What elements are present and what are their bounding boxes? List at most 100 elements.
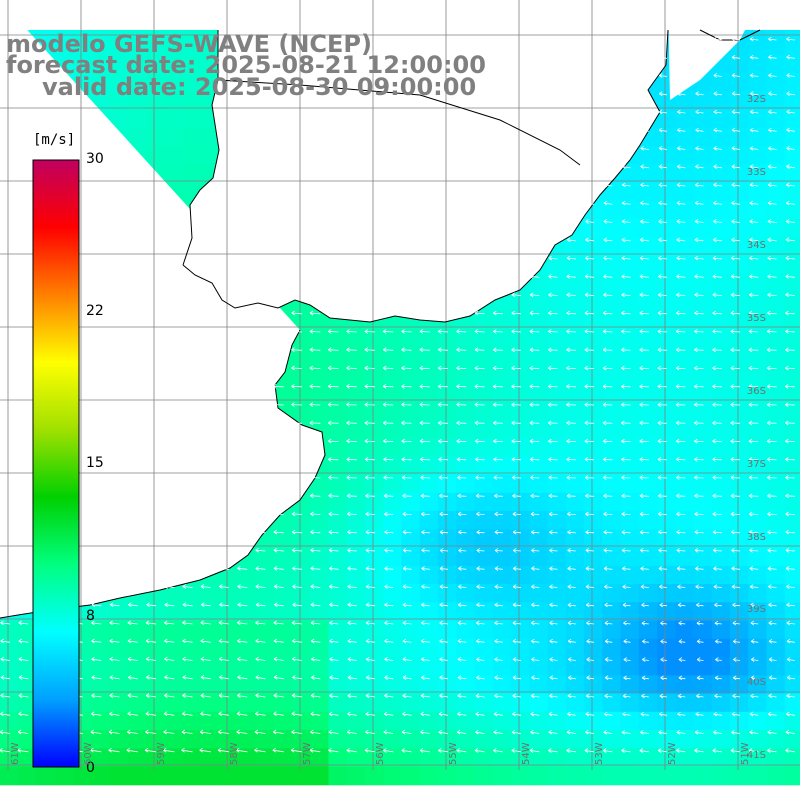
wind-vector bbox=[694, 475, 704, 480]
wind-vector bbox=[642, 639, 649, 644]
wind-vector bbox=[785, 365, 795, 371]
wind-vector bbox=[493, 420, 503, 426]
wind-vector bbox=[748, 420, 759, 426]
coastline-east bbox=[699, 29, 761, 41]
wind-vector bbox=[584, 420, 595, 426]
lat-label: 35S bbox=[746, 313, 766, 324]
wind-vector bbox=[310, 602, 321, 608]
wind-vector bbox=[529, 384, 540, 389]
wind-vector bbox=[786, 584, 795, 589]
wind-vector bbox=[732, 693, 741, 699]
wind-vector bbox=[475, 711, 485, 717]
wind-vector bbox=[566, 384, 576, 389]
wind-vector bbox=[621, 292, 631, 298]
wind-vector bbox=[786, 73, 795, 78]
wind-vector bbox=[18, 675, 29, 680]
wind-vector bbox=[657, 329, 668, 334]
wind-vector bbox=[493, 711, 503, 717]
wind-vector bbox=[602, 438, 613, 444]
wind-vector bbox=[475, 693, 485, 699]
wind-vector bbox=[511, 365, 522, 371]
wind-vector bbox=[346, 438, 357, 444]
wind-vector bbox=[677, 109, 686, 115]
wind-vector bbox=[768, 54, 777, 60]
wind-vector bbox=[639, 237, 649, 243]
wind-vector bbox=[639, 255, 649, 261]
wind-vector bbox=[273, 711, 284, 717]
wind-vector bbox=[658, 127, 668, 133]
wind-vector bbox=[786, 164, 795, 169]
wind-vector bbox=[602, 748, 613, 753]
wind-vector bbox=[749, 547, 759, 553]
wind-vector bbox=[347, 584, 357, 589]
wind-vector bbox=[347, 656, 357, 662]
wind-vector bbox=[786, 675, 795, 680]
wind-vector bbox=[439, 693, 449, 699]
wind-vector bbox=[511, 347, 522, 353]
wind-vector bbox=[712, 292, 722, 298]
wind-vector bbox=[273, 310, 284, 316]
wind-vector bbox=[237, 656, 248, 662]
wind-vector bbox=[128, 602, 138, 608]
wind-vector bbox=[401, 365, 412, 371]
wind-vector bbox=[365, 511, 376, 517]
wind-vector bbox=[291, 511, 303, 517]
wind-vector bbox=[549, 675, 558, 680]
wind-vector bbox=[327, 402, 339, 407]
wind-vector bbox=[768, 675, 777, 681]
wind-vector bbox=[217, 747, 230, 753]
wind-vector bbox=[694, 329, 704, 334]
wind-vector bbox=[273, 638, 284, 644]
wind-vector bbox=[566, 310, 576, 316]
wind-vector bbox=[402, 511, 412, 517]
wind-vector bbox=[437, 347, 449, 353]
wind-vector bbox=[164, 602, 175, 608]
wind-vector bbox=[603, 292, 613, 298]
wind-vector bbox=[531, 548, 540, 553]
wind-vector bbox=[144, 747, 157, 753]
wind-vector bbox=[549, 657, 558, 662]
wind-vector bbox=[750, 602, 759, 608]
wind-vector bbox=[714, 620, 722, 626]
wind-vector bbox=[310, 529, 321, 535]
wind-vector bbox=[640, 711, 649, 717]
wind-vector bbox=[439, 511, 449, 517]
wind-vector bbox=[548, 729, 558, 735]
wind-vector bbox=[622, 711, 631, 717]
wind-vector bbox=[327, 365, 339, 371]
wind-vector bbox=[658, 255, 668, 261]
wind-vector bbox=[549, 529, 558, 535]
wind-vector bbox=[530, 475, 540, 480]
wind-vector bbox=[639, 310, 649, 316]
wind-vector bbox=[292, 602, 303, 608]
wind-vector bbox=[712, 547, 722, 553]
wind-vector bbox=[529, 402, 540, 408]
wind-vector bbox=[327, 347, 339, 353]
wind-vector bbox=[676, 182, 686, 188]
wind-vector bbox=[639, 457, 649, 462]
coastline-argentina bbox=[0, 329, 326, 619]
wind-vector bbox=[639, 475, 649, 480]
wind-vector bbox=[291, 402, 303, 407]
wind-vector bbox=[309, 747, 321, 753]
wind-vector bbox=[236, 620, 248, 626]
border-line bbox=[217, 79, 581, 166]
wind-vector bbox=[748, 365, 759, 371]
wind-vector bbox=[566, 493, 576, 499]
wind-vector bbox=[549, 548, 558, 553]
wind-vector bbox=[494, 602, 503, 608]
wind-vector bbox=[713, 91, 722, 96]
wind-vector bbox=[566, 347, 576, 353]
wind-vector bbox=[402, 620, 412, 626]
wind-vector bbox=[419, 748, 430, 753]
wind-vector bbox=[328, 475, 339, 480]
wind-vector bbox=[602, 402, 613, 408]
wind-vector bbox=[476, 566, 485, 571]
wind-vector bbox=[712, 529, 722, 535]
wind-vector bbox=[511, 475, 522, 480]
wind-vector bbox=[676, 511, 686, 517]
wind-vector bbox=[694, 347, 704, 353]
wind-vector bbox=[748, 493, 759, 499]
wind-vector bbox=[639, 529, 649, 535]
wind-vector bbox=[329, 693, 339, 699]
